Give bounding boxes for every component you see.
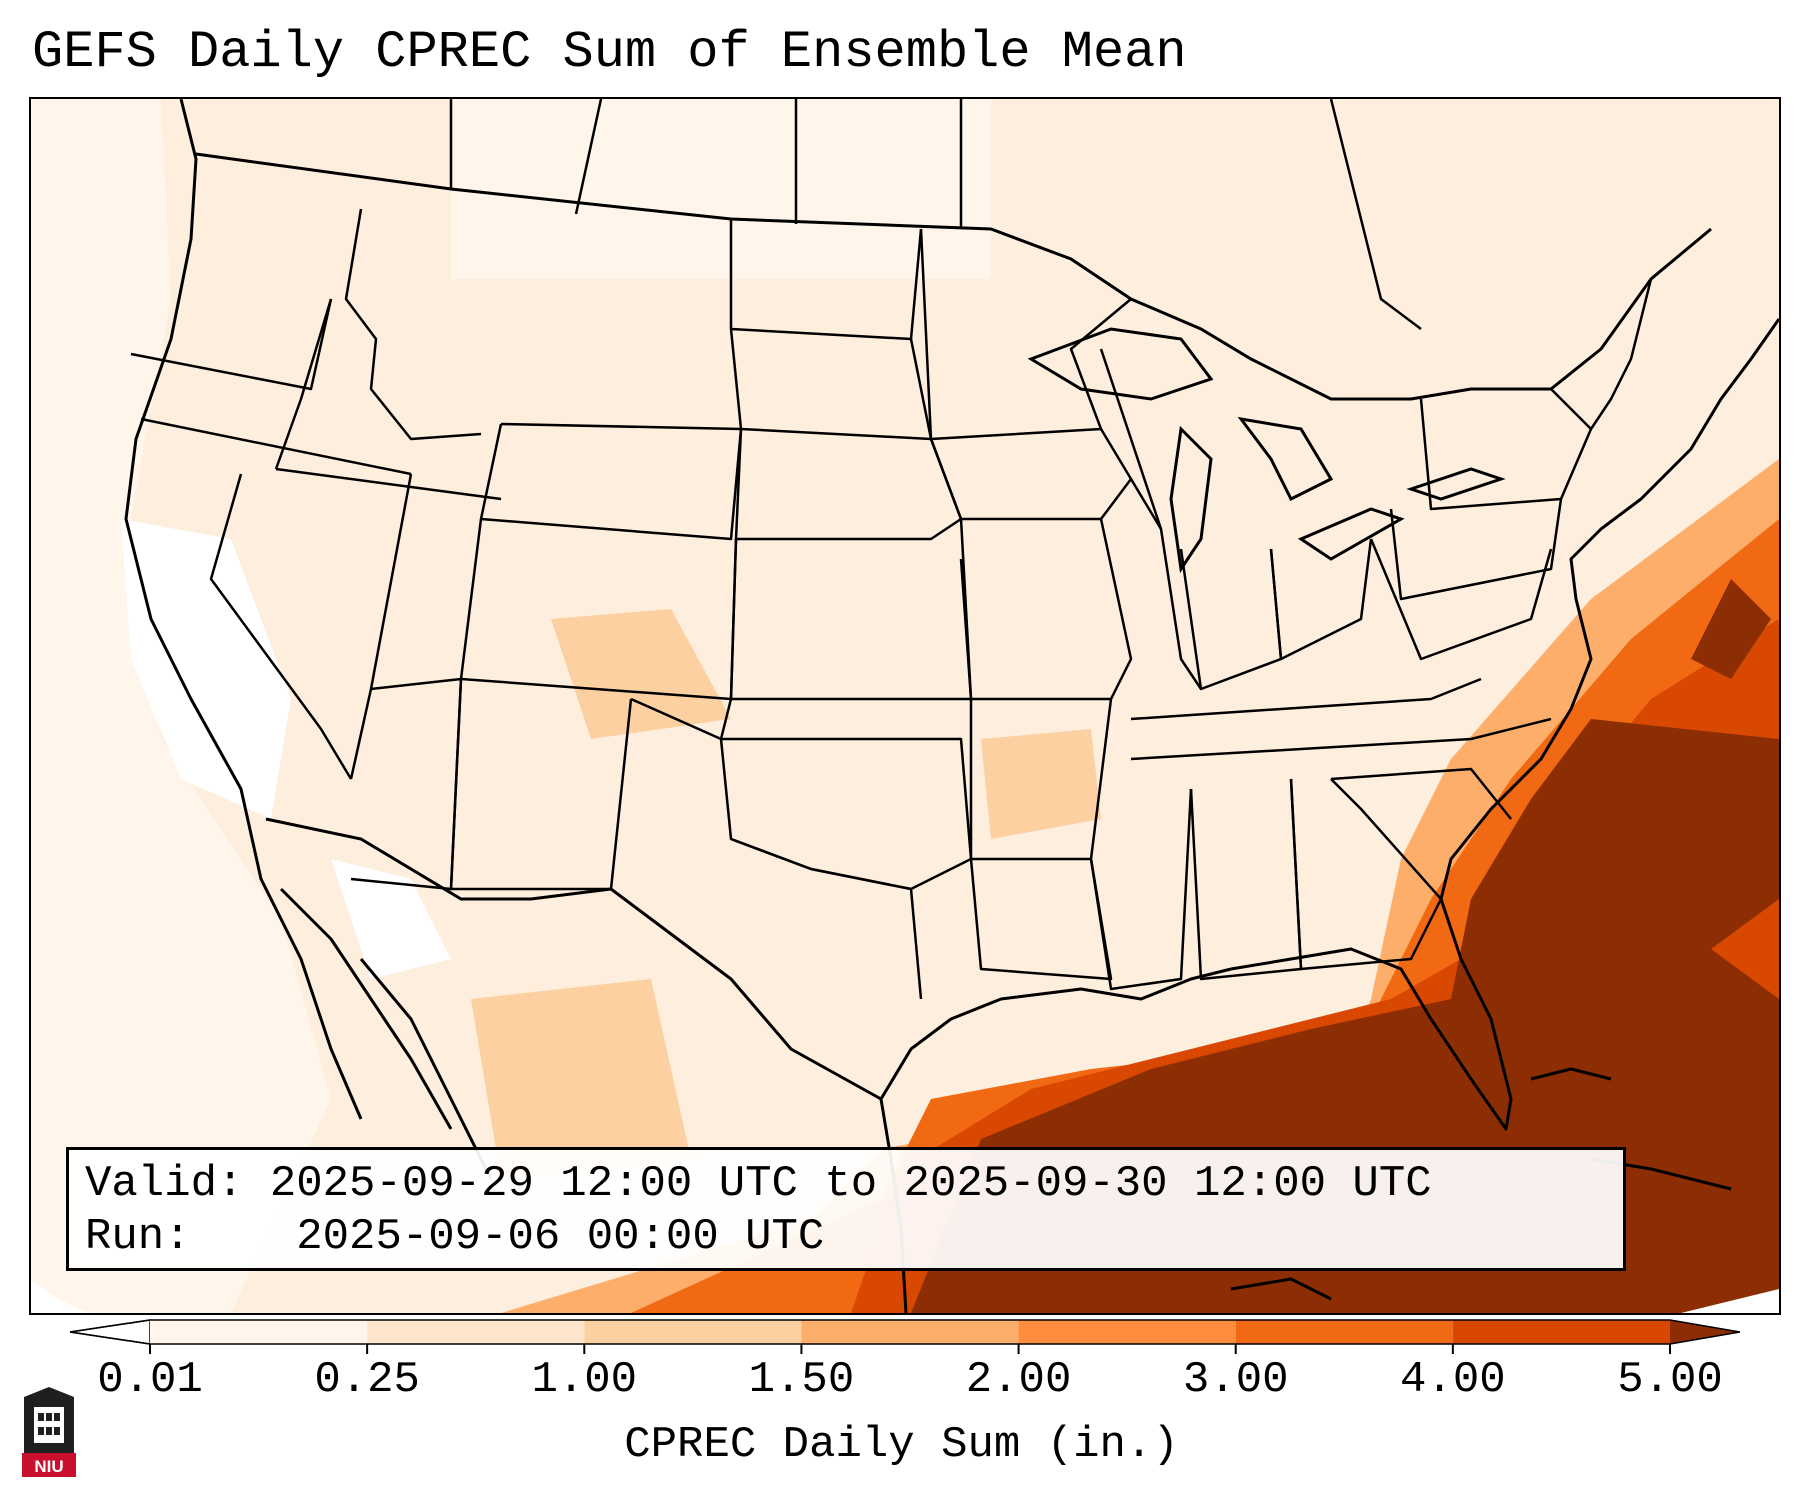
state-border-ar (969, 698, 1113, 861)
colorbar-tick-label: 0.25 (314, 1355, 420, 1405)
valid-label: Valid: (85, 1159, 244, 1209)
lake-michigan (1169, 425, 1213, 574)
precip-field-arkansas (981, 729, 1101, 839)
state-borders (130, 208, 1653, 1000)
state-border-or-ca (140, 417, 412, 476)
colorbar-segment (801, 1320, 1019, 1344)
state-border-sc (1330, 767, 1512, 820)
state-border-pa (1389, 498, 1563, 601)
outside-domain-right (1681, 1289, 1779, 1313)
state-border-nd (729, 219, 923, 341)
state-border-new-england (1589, 278, 1653, 430)
state-border-wy (479, 422, 743, 541)
colorbar-tick-label: 1.00 (531, 1355, 638, 1405)
niu-logo-building (34, 1407, 64, 1443)
colorbar-segments (70, 1319, 1740, 1345)
state-border-il (1129, 478, 1203, 690)
valid-line: Valid: 2025-09-29 12:00 UTC to 2025-09-3… (85, 1158, 1623, 1211)
precip-field-extreme-atlantic (1691, 579, 1771, 679)
province-border-on-qc (1329, 99, 1422, 330)
niu-logo-text: NIU (34, 1457, 63, 1476)
colorbar (70, 1319, 1740, 1354)
yucatan-outline (1230, 1277, 1332, 1301)
niu-logo-window (46, 1413, 52, 1421)
coastlines (124, 99, 1779, 1313)
state-border-tx (630, 697, 923, 1000)
colorbar-ticks (149, 1344, 1671, 1354)
precip-field-california (121, 519, 291, 819)
colorbar-label: CPREC Daily Sum (in.) (624, 1420, 1179, 1470)
precip-map-svg (31, 99, 1779, 1313)
state-border-id-mt (344, 208, 482, 441)
state-border-sd (729, 328, 933, 441)
valid-run-info-box: Valid: 2025-09-29 12:00 UTC to 2025-09-3… (66, 1147, 1626, 1271)
niu-logo-window (46, 1427, 52, 1435)
colorbar-tick-label: 1.50 (748, 1355, 855, 1405)
colorbar-segment (584, 1320, 802, 1344)
precip-field-canada (451, 99, 991, 279)
run-label: Run: (85, 1212, 191, 1262)
state-border-id-ut (275, 467, 502, 501)
colorbar-extend-high (1670, 1320, 1740, 1344)
lake-superior (1027, 327, 1214, 401)
state-border-ca-nv (209, 473, 353, 780)
colorbar-segment (1018, 1320, 1236, 1344)
state-border-wi (1099, 348, 1163, 530)
province-border-ab-sk (574, 99, 603, 215)
niu-logo-window (54, 1413, 60, 1421)
state-border-tn-south (1130, 717, 1552, 761)
east-coastline (1230, 318, 1779, 1131)
colorbar-tick-label: 5.00 (1617, 1355, 1723, 1405)
colorbar-segment (150, 1320, 368, 1344)
state-border-wv-va (1369, 538, 1553, 661)
gulf-coast-texas (879, 967, 1232, 1100)
precip-field-colorado (551, 609, 731, 739)
run-line: Run: 2025-09-06 00:00 UTC (85, 1211, 1623, 1264)
state-border-wa-or (130, 298, 333, 391)
us-canada-border (195, 152, 1712, 401)
state-border-ny (1419, 388, 1593, 511)
map-title: GEFS Daily CPREC Sum of Ensemble Mean (32, 23, 1187, 82)
run-value: 2025-09-06 00:00 UTC (296, 1212, 825, 1262)
outside-domain-left (31, 1279, 91, 1313)
baja-coastline (279, 887, 453, 1130)
colorbar-tick-label: 4.00 (1400, 1355, 1506, 1405)
niu-logo-icon: NIU (22, 1387, 76, 1477)
precip-field-mexico (471, 979, 691, 1179)
niu-logo-window (38, 1413, 44, 1421)
colorbar-extend-low (70, 1319, 151, 1345)
colorbar-tick-label: 3.00 (1182, 1355, 1289, 1405)
niu-logo-window (38, 1427, 44, 1435)
province-borders (449, 99, 1422, 330)
west-coastline (124, 99, 363, 1120)
colorbar-tick-label: 0.01 (97, 1355, 203, 1405)
state-border-nm (449, 678, 633, 891)
state-border-oh (1269, 538, 1373, 661)
precip-map (29, 97, 1781, 1315)
colorbar-segment (367, 1320, 585, 1344)
state-border-ms (1089, 788, 1193, 991)
state-border-ky-tn (1130, 677, 1482, 721)
precip-field-pacific (31, 99, 331, 1313)
colorbar-tick-label: 2.00 (965, 1355, 1072, 1405)
colorbar-segment (1452, 1320, 1670, 1344)
niu-logo-window (54, 1427, 60, 1435)
state-border-id-west (274, 298, 333, 470)
lake-erie (1297, 507, 1405, 561)
bahamas-outline (1530, 1067, 1612, 1081)
mexico-west-coastline (359, 958, 493, 1180)
niu-logo-banner (22, 1453, 76, 1477)
colorbar-segment (1235, 1320, 1453, 1344)
valid-value: 2025-09-29 12:00 UTC to 2025-09-30 12:00… (269, 1159, 1432, 1209)
precip-field-arizona (331, 859, 451, 979)
lake-huron (1237, 416, 1334, 502)
state-border-ga (1289, 778, 1443, 971)
